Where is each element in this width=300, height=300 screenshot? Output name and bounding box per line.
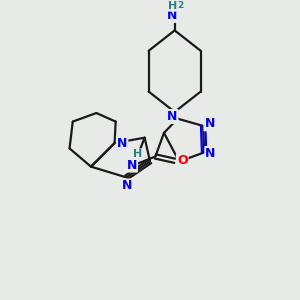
Text: H: H <box>168 1 177 11</box>
Text: 2: 2 <box>177 1 183 10</box>
Text: N: N <box>204 117 215 130</box>
Text: N: N <box>127 159 137 172</box>
Text: N: N <box>122 179 133 193</box>
Text: N: N <box>117 136 127 150</box>
Text: N: N <box>205 147 216 160</box>
Text: N: N <box>167 110 178 123</box>
Text: O: O <box>177 154 188 167</box>
Text: N: N <box>167 9 178 22</box>
Text: H: H <box>133 149 142 159</box>
